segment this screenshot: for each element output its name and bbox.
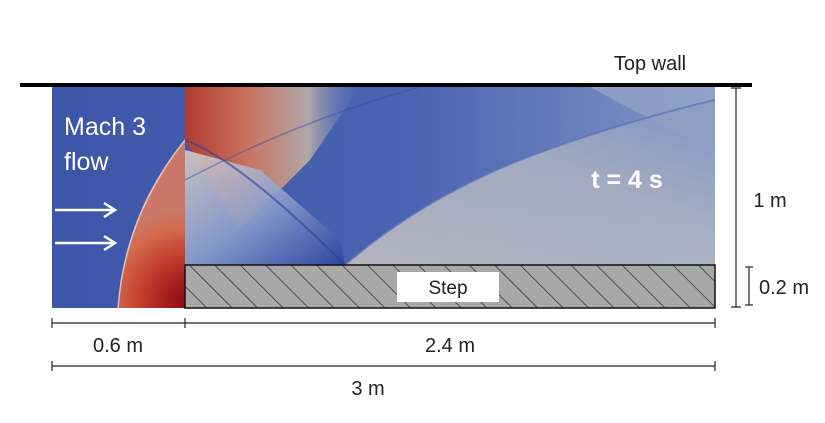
length-dimension-total [51, 361, 716, 371]
inflow-arrow-icon [55, 234, 118, 252]
inflow-label-line2: flow [64, 148, 109, 176]
step-label-box [397, 272, 499, 302]
flow-field [52, 87, 715, 308]
length-step-label: 2.4 m [425, 335, 475, 357]
height-dimension [731, 87, 741, 308]
length-total-label: 3 m [351, 378, 384, 400]
inflow-arrow-icon [55, 201, 118, 219]
length-dimension-upper [51, 318, 716, 328]
inflow-label-line1: Mach 3 [64, 113, 146, 141]
top-wall-label: Top wall [614, 53, 686, 75]
step-label: Step [428, 278, 467, 299]
step-height-dimension [745, 266, 753, 306]
height-total-label: 1 m [753, 190, 786, 212]
time-label: t = 4 s [591, 166, 663, 194]
length-inlet-label: 0.6 m [93, 335, 143, 357]
height-step-label: 0.2 m [759, 277, 809, 299]
